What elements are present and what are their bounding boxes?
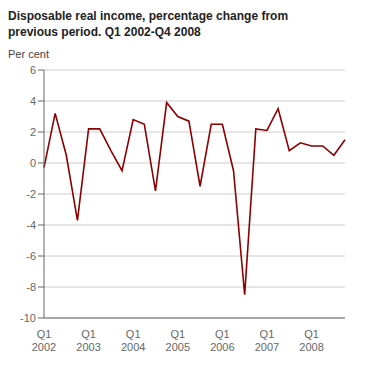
svg-text:0: 0 xyxy=(30,157,36,169)
html-text:Per cent: Per cent xyxy=(8,48,49,60)
svg-text:-10: -10 xyxy=(20,312,36,324)
svg-text:Q12006: Q12006 xyxy=(210,328,234,353)
svg-text:Q12007: Q12007 xyxy=(255,328,279,353)
svg-text:4: 4 xyxy=(30,95,36,107)
svg-text:6: 6 xyxy=(30,64,36,76)
svg-text:2: 2 xyxy=(30,126,36,138)
svg-text:Q12002: Q12002 xyxy=(32,328,56,353)
svg-text:-8: -8 xyxy=(26,281,36,293)
svg-text:Q12005: Q12005 xyxy=(166,328,190,353)
svg-text:-6: -6 xyxy=(26,250,36,262)
svg-text:Q12003: Q12003 xyxy=(76,328,100,353)
svg-text:Q12004: Q12004 xyxy=(121,328,145,353)
html-text:Disposable real income, percen: Disposable real income, percentage chang… xyxy=(8,9,289,39)
svg-text:Q12008: Q12008 xyxy=(299,328,323,353)
svg-text:-2: -2 xyxy=(26,188,36,200)
svg-text:-4: -4 xyxy=(26,219,36,231)
